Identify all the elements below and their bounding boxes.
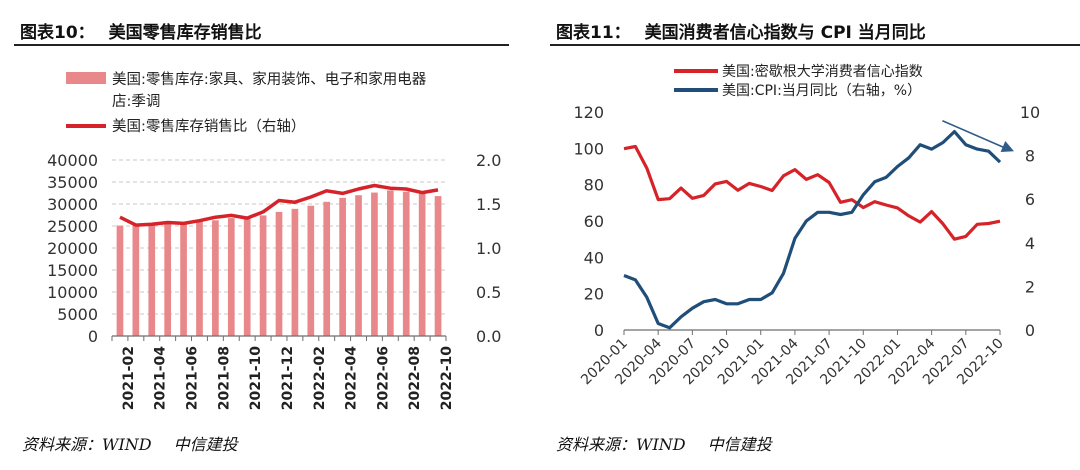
left-source-label: 资料来源：WIND	[22, 435, 152, 454]
bar	[418, 193, 426, 336]
bar	[355, 195, 362, 336]
left-chart: 美国:零售库存:家具、家用装饰、电子和家用电器店:季调美国:零售库存销售比（右轴…	[47, 71, 501, 411]
bar	[227, 218, 235, 336]
x-tick-label: 2022-10	[439, 346, 455, 411]
x-tick-label: 2022-04	[344, 346, 360, 411]
y-right-tick-label: 6	[1025, 190, 1035, 209]
bar	[291, 208, 299, 336]
y-left-tick-label: 20	[584, 285, 604, 304]
bar	[212, 220, 219, 336]
legend-line-label: 美国:零售库存销售比（右轴）	[112, 118, 305, 135]
bar	[243, 216, 251, 336]
bar	[371, 192, 378, 336]
left-figure-name: 美国零售库存销售比	[108, 23, 262, 43]
left-figure-title: 图表10： 美国零售库存销售比	[20, 18, 262, 43]
y-right-tick-label: 8	[1025, 147, 1035, 166]
y-left-tick-label: 0	[88, 327, 98, 346]
bar	[180, 222, 187, 336]
x-tick-label: 2022-06	[375, 346, 391, 410]
bar	[116, 225, 124, 336]
y-left-tick-label: 10000	[47, 283, 98, 302]
x-tick-label: 2021-02	[121, 346, 137, 410]
x-tick-label: 2022-02	[312, 346, 328, 410]
x-tick-label: 2021-04	[153, 346, 169, 411]
x-tick-label: 2021-06	[185, 346, 201, 410]
bar	[323, 201, 331, 336]
y-right-tick-label: 0.0	[476, 327, 501, 346]
legend-bar-label: 美国:零售库存:家具、家用装饰、电子和家用电器	[112, 71, 427, 88]
y-left-tick-label: 40000	[47, 151, 98, 170]
right-figure-title: 图表11： 美国消费者信心指数与 CPI 当月同比	[556, 18, 926, 43]
y-right-tick-label: 1.0	[476, 239, 501, 258]
right-source-note: 资料来源：WIND 中信建投	[556, 431, 772, 455]
right-figure-number: 图表11：	[556, 23, 631, 43]
trend-arrow-line	[942, 119, 1009, 150]
y-left-tick-label: 100	[573, 139, 604, 158]
bar	[164, 222, 172, 336]
y-left-tick-label: 35000	[47, 173, 98, 192]
x-tick-label: 2021-12	[280, 346, 296, 410]
trend-arrow-head	[1000, 141, 1014, 153]
y-right-tick-label: 10	[1020, 103, 1040, 122]
panel-right: 图表11： 美国消费者信心指数与 CPI 当月同比 美国:密歇根大学消费者信心指数…	[548, 0, 1080, 470]
legend-bar-label: 店:季调	[112, 93, 160, 110]
legend-blue-label: 美国:CPI:当月同比（右轴，%）	[722, 83, 921, 99]
y-left-tick-label: 30000	[47, 195, 98, 214]
right-source-label: 资料来源：WIND	[556, 435, 686, 454]
x-tick-label: 2021-08	[216, 346, 232, 410]
y-left-tick-label: 80	[584, 176, 604, 195]
y-left-tick-label: 0	[594, 321, 604, 340]
y-left-tick-label: 40	[584, 248, 604, 267]
series-line-sentiment	[623, 144, 1001, 241]
y-right-tick-label: 0.5	[476, 283, 501, 302]
y-right-tick-label: 4	[1025, 234, 1035, 253]
y-left-tick-label: 60	[584, 212, 604, 231]
bar	[148, 223, 156, 336]
x-tick-label: 2022-08	[407, 346, 423, 410]
left-source-note: 资料来源：WIND 中信建投	[22, 431, 238, 455]
left-figure-number: 图表10：	[20, 23, 95, 43]
left-source-org: 中信建投	[173, 435, 238, 454]
left-title-divider	[14, 44, 509, 46]
bar	[339, 197, 346, 336]
y-left-tick-label: 20000	[47, 239, 98, 258]
y-left-tick-label: 120	[573, 103, 604, 122]
panel-left: 图表10： 美国零售库存销售比 美国:零售库存:家具、家用装饰、电子和家用电器 店:…	[0, 0, 515, 470]
series-line	[119, 183, 439, 227]
right-title-divider	[550, 44, 1080, 46]
bar	[386, 190, 394, 336]
bar	[307, 205, 315, 336]
legend-bar-swatch	[66, 72, 106, 84]
bar	[434, 196, 442, 336]
series-line-cpi	[623, 130, 1002, 330]
x-tick-label: 2021-10	[248, 346, 264, 411]
bar	[132, 224, 140, 336]
y-left-tick-label: 5000	[57, 305, 98, 324]
legend-red-label: 美国:密歇根大学消费者信心指数	[722, 63, 923, 80]
bar	[259, 215, 267, 336]
bar	[275, 211, 283, 336]
y-right-tick-label: 0	[1025, 321, 1035, 340]
right-source-org: 中信建投	[707, 435, 772, 454]
bar	[402, 191, 410, 336]
y-right-tick-label: 2	[1025, 277, 1035, 296]
y-right-tick-label: 2.0	[476, 151, 501, 170]
y-left-tick-label: 25000	[47, 217, 98, 236]
right-chart: 美国:密歇根大学消费者信心指数美国:CPI:当月同比（右轴，%）02040608…	[573, 63, 1040, 388]
y-left-tick-label: 15000	[47, 261, 98, 280]
y-right-tick-label: 1.5	[476, 195, 501, 214]
right-figure-name: 美国消费者信心指数与 CPI 当月同比	[644, 23, 926, 43]
bar	[196, 221, 203, 336]
